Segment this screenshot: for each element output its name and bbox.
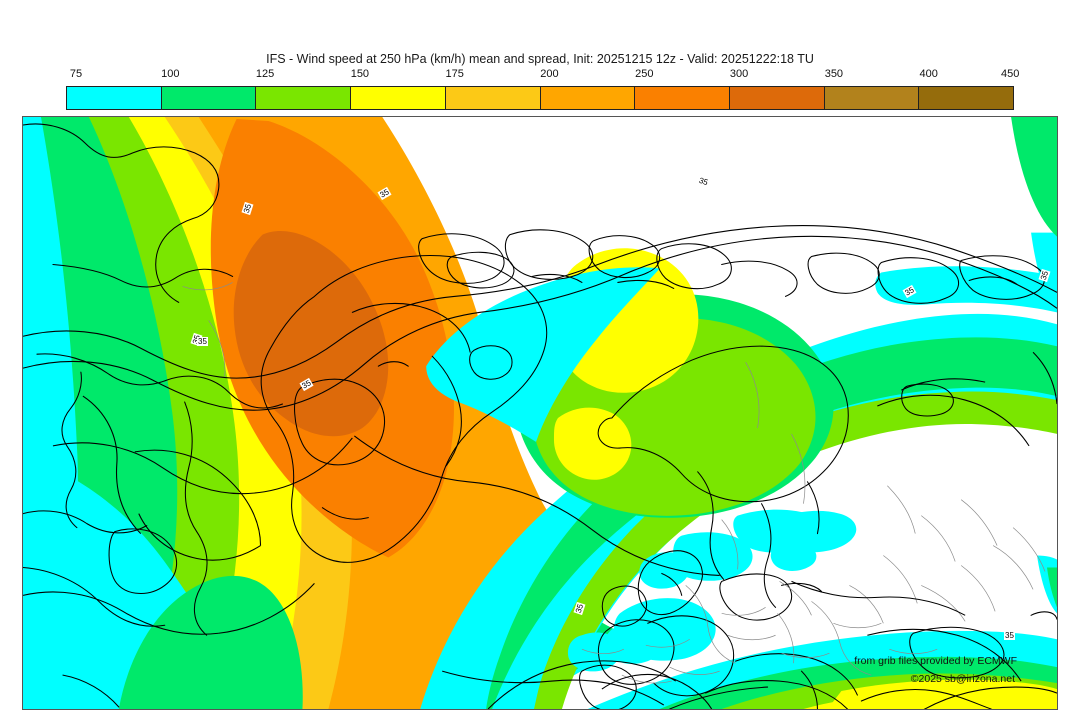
colorbar-segment-200-250 [540, 87, 636, 109]
colorbar-segment-250-300 [635, 87, 730, 109]
contour-band-75-arctic [875, 266, 1057, 313]
colorbar-segment-100-125 [161, 87, 257, 109]
colorbar-ticks: 75 100 125 150 175 200 250 300 350 400 4… [66, 68, 1020, 84]
colorbar-segment-150-175 [351, 87, 446, 109]
colorbar-tick-200: 200 [540, 68, 559, 80]
contour-band-100-east [1011, 117, 1057, 237]
contour-band-75-northsea [673, 532, 753, 581]
contour-band-75-scotland [639, 552, 690, 589]
contour-band-75-baltic2 [767, 510, 857, 553]
colorbar-tick-150: 150 [350, 68, 370, 80]
colorbar-tick-450: 450 [1001, 68, 1020, 80]
copyright-credit: ©2025 sb@irizona.net [910, 673, 1015, 685]
colorbar-tick-125: 125 [255, 68, 275, 80]
contour-band-100-eastedge [1047, 567, 1057, 608]
colorbar-tick-400: 400 [919, 68, 938, 80]
map-svg [23, 117, 1057, 709]
colorbar-segment-300-350 [729, 87, 825, 109]
contour-label: 35 [197, 337, 208, 346]
colorbar-segment-175-200 [445, 87, 541, 109]
colorbar-tick-250: 250 [635, 68, 654, 80]
contour-band-150-norsea2 [553, 407, 632, 480]
contour-band-150-med2 [827, 679, 1057, 709]
colorbar-segment-350-400 [824, 87, 920, 109]
map-country-borders [182, 282, 1046, 684]
colorbar-segment-400-450 [919, 87, 1014, 109]
colorbar-tick-100: 100 [161, 68, 180, 80]
colorbar-tick-175: 175 [445, 68, 464, 80]
colorbar-segment-75-100 [67, 87, 162, 109]
colorbar-tick-300: 300 [729, 68, 749, 80]
windspeed-filled-contours [23, 117, 1057, 709]
data-source-credit: from grib files provided by ECMWF [854, 655, 1017, 667]
colorbar-tick-350: 350 [824, 68, 844, 80]
colorbar-tick-75: 75 [69, 68, 83, 80]
contour-band-100-sw [118, 575, 303, 709]
colorbar-segment-125-150 [256, 87, 352, 109]
contour-band-75-denmark [770, 543, 817, 571]
spread-contours [23, 225, 1057, 709]
contour-label: 35 [1004, 631, 1015, 640]
contour-band-75-iberia [567, 632, 621, 672]
colorbar-strip[interactable] [66, 86, 1014, 110]
colorbar: 75 100 125 150 175 200 250 300 350 400 4… [66, 68, 1019, 110]
map-canvas[interactable]: 35 35 35 35 35 35 35 35 35 35 from grib … [22, 116, 1058, 710]
page-title: IFS - Wind speed at 250 hPa (km/h) mean … [266, 52, 814, 66]
contour-band-300 [233, 231, 389, 437]
